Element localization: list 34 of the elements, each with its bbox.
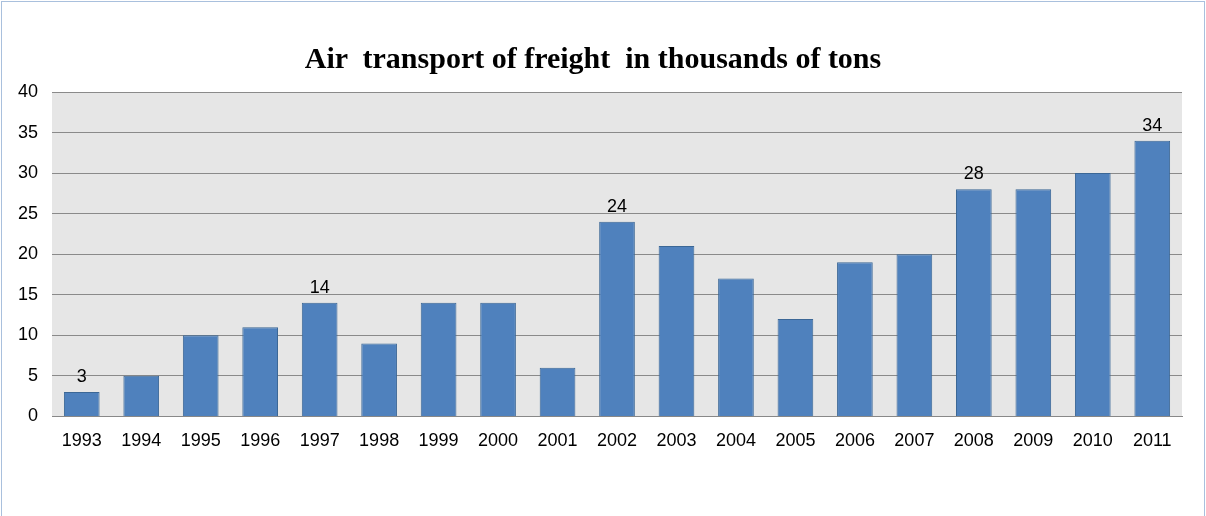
y-tick-label: 10 bbox=[17, 324, 39, 345]
y-tick-label: 5 bbox=[28, 364, 39, 385]
data-label: 14 bbox=[309, 276, 330, 297]
y-tick-label: 30 bbox=[17, 162, 39, 183]
y-tick-label: 0 bbox=[28, 405, 39, 426]
x-tick-label: 2003 bbox=[656, 430, 697, 451]
x-tick-label: 1993 bbox=[61, 430, 102, 451]
y-tick-label: 15 bbox=[17, 283, 39, 304]
x-tick-label: 2009 bbox=[1013, 430, 1054, 451]
x-tick-label: 2007 bbox=[894, 430, 935, 451]
x-tick-label: 1994 bbox=[121, 430, 162, 451]
data-label: 24 bbox=[607, 195, 628, 216]
x-tick-label: 2000 bbox=[478, 430, 519, 451]
chart-title: Air transport of freight in thousands of tons bbox=[304, 40, 882, 74]
x-tick-label: 2008 bbox=[953, 430, 994, 451]
y-tick-label: 40 bbox=[17, 80, 39, 101]
x-tick-label: 2006 bbox=[834, 430, 875, 451]
x-tick-label: 1997 bbox=[299, 430, 340, 451]
x-tick-label: 2005 bbox=[775, 430, 816, 451]
x-tick-label: 1996 bbox=[240, 430, 281, 451]
y-tick-label: 20 bbox=[17, 243, 39, 264]
x-tick-label: 2002 bbox=[596, 430, 638, 451]
x-tick-label: 2010 bbox=[1072, 430, 1113, 451]
y-tick-label: 25 bbox=[17, 202, 39, 223]
data-label: 3 bbox=[76, 366, 87, 387]
data-label: 34 bbox=[1142, 114, 1163, 135]
x-tick-label: 2011 bbox=[1132, 430, 1172, 451]
y-tick-label: 35 bbox=[17, 121, 39, 142]
data-label: 28 bbox=[963, 163, 984, 184]
x-tick-label: 2004 bbox=[715, 430, 756, 451]
x-tick-label: 1995 bbox=[180, 430, 221, 451]
x-tick-label: 2001 bbox=[537, 430, 578, 451]
x-tick-label: 1999 bbox=[418, 430, 459, 451]
x-tick-label: 1998 bbox=[359, 430, 400, 451]
